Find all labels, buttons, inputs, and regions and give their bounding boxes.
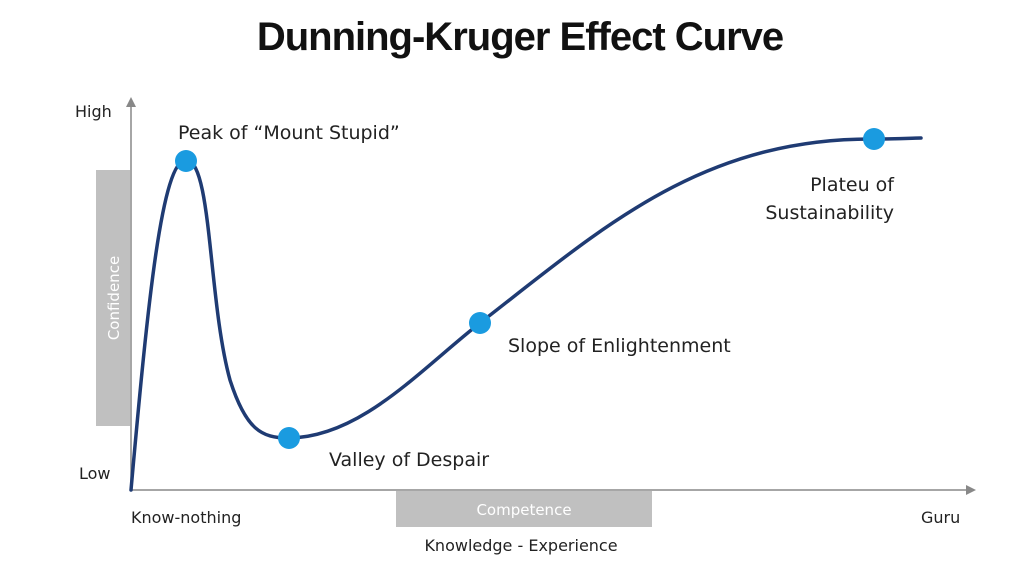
- dunning-kruger-curve: [129, 136, 923, 492]
- slope-marker: [469, 312, 491, 334]
- x-end-label: Guru: [921, 508, 960, 527]
- peak-marker: [175, 150, 197, 172]
- y-axis-arrow-icon: [126, 97, 136, 107]
- confidence-label: Confidence: [105, 256, 123, 340]
- slope-label: Slope of Enlightenment: [508, 335, 731, 357]
- page-title: Dunning-Kruger Effect Curve: [257, 15, 783, 59]
- valley-marker: [278, 427, 300, 449]
- valley-label: Valley of Despair: [329, 449, 489, 471]
- x-start-label: Know-nothing: [131, 508, 241, 527]
- competence-band: [396, 491, 652, 527]
- plateau-label-line2: Sustainability: [765, 202, 894, 224]
- peak-label: Peak of “Mount Stupid”: [178, 122, 400, 144]
- y-high-label: High: [75, 102, 112, 121]
- x-axis-arrow-icon: [966, 485, 976, 495]
- y-low-label: Low: [79, 464, 111, 483]
- competence-label: Competence: [476, 501, 571, 519]
- x-axis-caption: Knowledge - Experience: [424, 536, 617, 555]
- plateau-label-line1: Plateu of: [810, 174, 895, 196]
- confidence-band: [96, 170, 130, 426]
- plateau-marker: [863, 128, 885, 150]
